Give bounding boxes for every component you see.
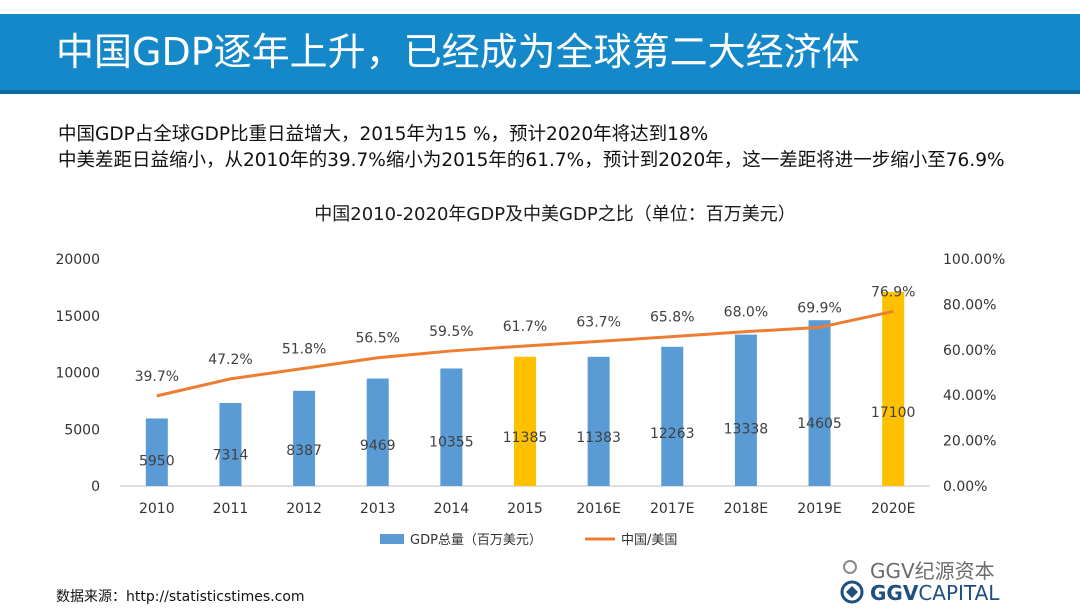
line-value-label: 69.9% [797,300,841,316]
line-value-label: 61.7% [503,319,547,335]
summary-notes: 中国GDP占全球GDP比重日益增大，2015年为15 %，预计2020年将达到1… [58,122,1048,174]
y-left-tick-label: 0 [91,479,100,495]
ggv-logo-icon [840,560,864,604]
bar-2015 [514,356,536,486]
bar-2017E [661,346,684,486]
watermark-brand-rest: CAPITAL [918,581,1000,605]
page-title: 中国GDP逐年上升，已经成为全球第二大经济体 [56,30,860,74]
bar-value-label: 7314 [213,447,249,463]
legend-line-label: 中国/美国 [621,533,677,548]
bar-value-label: 11383 [576,430,621,446]
x-tick-label: 2019E [797,501,841,517]
line-value-label: 65.8% [650,310,694,326]
bar-value-label: 12263 [650,426,695,442]
bar-2020E [882,291,905,486]
data-source: 数据来源：http://statisticstimes.com [56,589,305,605]
line-value-label: 56.5% [355,331,399,347]
watermark-brand: GGVCAPITAL [870,581,999,605]
legend-layer: GDP总量（百万美元） 中国/美国 [380,533,677,548]
x-tick-label: 2015 [507,501,543,517]
y-left-tick-label: 20000 [55,252,100,268]
bar-2018E [734,334,757,486]
bar-2011 [219,402,242,486]
axes-layer: 0 5000 10000 15000 20000 0.00% 20.00% 40.00% 60.… [55,252,1005,517]
y-right-tick-label: 100.00% [943,252,1005,268]
y-right-tick-label: 40.00% [943,388,996,404]
x-tick-label: 2010 [139,501,175,517]
bar-value-label: 5950 [139,453,175,469]
x-tick-label: 2020E [871,501,915,517]
note-line-1: 中国GDP占全球GDP比重日益增大，2015年为15 %，预计2020年将达到1… [58,124,709,145]
bar-value-label: 13338 [724,421,769,437]
bar-labels-layer: 5950 7314 8387 9469 10355 11385 11383 12263 1333… [139,405,915,469]
bar-value-label: 8387 [286,443,322,459]
x-tick-label: 2017E [650,501,694,517]
watermark: GGV纪源资本 GGVCAPITAL [840,555,1070,609]
y-right-tick-label: 0.00% [943,479,987,495]
line-value-label: 47.2% [208,352,252,368]
y-left-tick-label: 5000 [64,422,100,438]
bar-2014 [440,368,463,486]
bar-value-label: 11385 [503,430,548,446]
bar-value-label: 10355 [429,434,474,450]
line-value-label: 63.7% [576,314,620,330]
bar-2019E [808,320,831,486]
y-right-tick-label: 80.00% [943,297,996,313]
line-labels-layer: 39.7% 47.2% 51.8% 56.5% 59.5% 61.7% 63.7% 65.8%… [135,284,916,384]
bar-2010 [145,418,168,486]
y-right-tick-label: 20.00% [943,434,996,450]
watermark-brand-bold: GGV [870,581,919,605]
bar-2016E [587,356,610,486]
line-value-label: 76.9% [871,284,915,300]
chart-title: 中国2010-2020年GDP及中美GDP之比（单位：百万美元） [314,204,796,225]
y-right-tick-label: 60.00% [943,343,996,359]
bar-value-label: 17100 [871,405,916,421]
bar-2012 [293,390,316,486]
line-value-label: 59.5% [429,324,473,340]
bar-2013 [366,378,389,486]
bars-layer [145,291,905,486]
x-tick-label: 2013 [360,501,396,517]
line-layer [156,309,894,398]
y-left-tick-label: 15000 [55,309,100,325]
line-value-label: 68.0% [724,305,768,321]
line-value-label: 51.8% [282,341,326,357]
note-line-2: 中美差距日益缩小，从2010年的39.7%缩小为2015年的61.7%，预计到2… [58,150,1005,171]
ratio-line [156,309,894,398]
x-tick-label: 2018E [724,501,768,517]
bar-value-label: 9469 [360,438,396,454]
legend-bar-swatch [380,534,404,544]
x-tick-label: 2012 [286,501,322,517]
line-value-label: 39.7% [135,369,179,385]
watermark-name: GGV纪源资本 [870,559,995,583]
y-left-tick-label: 10000 [55,366,100,382]
title-banner: 中国GDP逐年上升，已经成为全球第二大经济体 [0,14,1080,94]
x-tick-label: 2011 [213,501,249,517]
bar-value-label: 14605 [797,416,842,432]
legend-bar-label: GDP总量（百万美元） [410,533,542,548]
gdp-combo-chart: 0 5000 10000 15000 20000 0.00% 20.00% 40.00% 60.… [55,252,1005,548]
x-tick-label: 2014 [434,501,470,517]
x-tick-label: 2016E [576,501,620,517]
